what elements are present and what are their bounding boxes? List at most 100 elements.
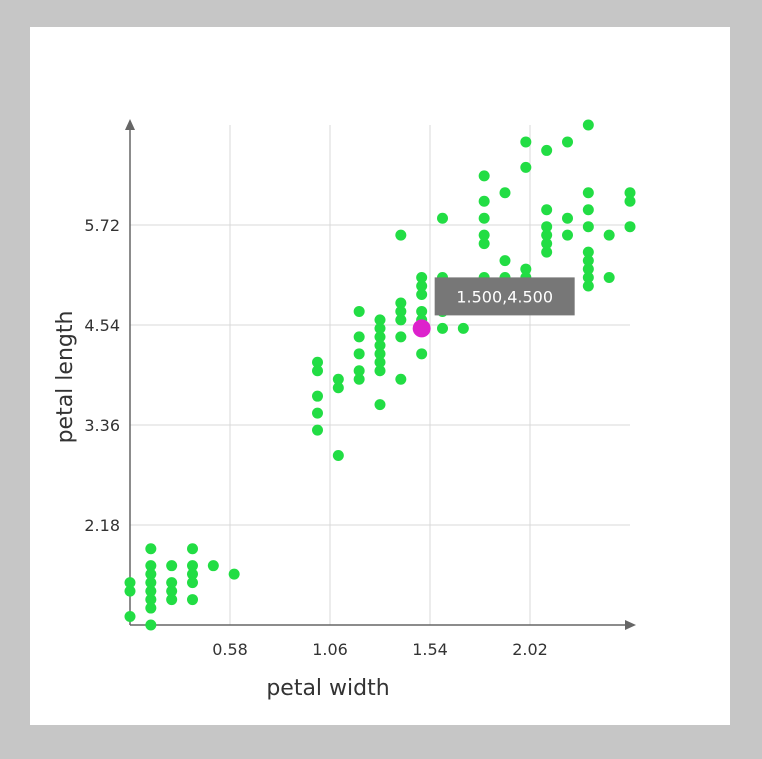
data-point (603, 272, 615, 284)
data-point (582, 221, 594, 233)
data-point (312, 356, 323, 368)
y-tick-label: 3.36 (84, 416, 120, 435)
data-point (374, 339, 386, 351)
y-tick-label: 2.18 (84, 516, 120, 535)
data-point (332, 373, 344, 385)
scatter-plot: 0.58 1.06 1.54 2.02 2.18 3.36 4.54 5.72 1.500,… (53, 119, 636, 701)
data-point (395, 373, 407, 385)
data-point (353, 331, 365, 343)
data-point (395, 314, 407, 326)
data-point (187, 577, 198, 589)
data-point (478, 212, 490, 224)
data-point (353, 348, 365, 360)
data-point (582, 246, 594, 258)
data-point (541, 204, 553, 216)
y-axis-arrow-icon (125, 119, 135, 130)
data-point (374, 322, 386, 334)
data-point (541, 238, 553, 250)
data-point (187, 560, 198, 572)
data-point (541, 229, 553, 241)
data-point (124, 577, 136, 589)
data-point (416, 305, 428, 317)
data-point (520, 263, 532, 275)
data-point (582, 255, 594, 267)
grid-lines (130, 125, 630, 625)
data-point (416, 288, 428, 300)
data-point (499, 255, 511, 267)
data-point (395, 297, 407, 309)
y-axis-title: petal length (53, 311, 78, 444)
x-tick-label: 1.54 (412, 640, 448, 659)
data-point (145, 594, 157, 606)
data-point (416, 348, 428, 360)
data-point (353, 305, 365, 317)
data-point (145, 585, 157, 597)
data-point (332, 382, 344, 394)
data-point (166, 585, 178, 597)
data-point (332, 450, 344, 462)
data-point (374, 348, 386, 360)
data-point (187, 568, 198, 580)
data-point (437, 322, 448, 334)
data-point (374, 356, 386, 368)
data-point (353, 365, 365, 377)
data-point (395, 305, 407, 317)
data-point (624, 221, 636, 233)
data-point (478, 170, 490, 182)
tooltip-label: 1.500,4.500 (456, 287, 553, 306)
data-point (499, 187, 511, 199)
data-point (166, 594, 178, 606)
data-point (562, 212, 573, 224)
data-point (145, 619, 157, 631)
data-point (145, 568, 157, 580)
data-point (478, 195, 490, 207)
data-point (145, 577, 157, 589)
x-tick-labels: 0.58 1.06 1.54 2.02 (212, 640, 548, 659)
y-tick-labels: 2.18 3.36 4.54 5.72 (84, 216, 120, 535)
axes (125, 119, 636, 630)
x-tick-label: 1.06 (312, 640, 348, 659)
data-point (541, 221, 553, 233)
data-point (312, 390, 323, 402)
data-point (416, 280, 428, 292)
data-point (312, 424, 323, 436)
data-point (582, 187, 594, 199)
data-point (395, 229, 407, 241)
data-point (207, 560, 219, 572)
data-point (312, 407, 323, 419)
data-point (582, 119, 594, 131)
data-point (478, 229, 490, 241)
data-point (562, 229, 573, 241)
data-point (416, 272, 428, 284)
data-point (228, 568, 240, 580)
data-point (582, 263, 594, 275)
tooltip: 1.500,4.500 (434, 277, 575, 316)
data-point (624, 195, 636, 207)
x-tick-label: 2.02 (512, 640, 548, 659)
data-points (124, 119, 636, 631)
data-point (312, 365, 323, 377)
data-point (374, 314, 386, 326)
data-point (582, 272, 594, 284)
data-point (478, 238, 490, 250)
y-tick-label: 5.72 (84, 216, 120, 235)
data-point (520, 161, 532, 173)
data-point (353, 373, 365, 385)
data-point (145, 543, 157, 555)
data-point (124, 611, 136, 623)
data-point (166, 577, 178, 589)
data-point (582, 204, 594, 216)
data-point (603, 229, 615, 241)
data-point (395, 331, 407, 343)
data-point (624, 187, 636, 199)
x-tick-label: 0.58 (212, 640, 248, 659)
y-tick-label: 4.54 (84, 316, 120, 335)
data-point (374, 365, 386, 377)
data-point (187, 594, 198, 606)
highlighted-point[interactable] (412, 319, 431, 338)
data-point (541, 246, 553, 258)
data-point (562, 136, 573, 148)
data-point (124, 585, 136, 597)
data-point (145, 602, 157, 614)
data-point (187, 543, 198, 555)
